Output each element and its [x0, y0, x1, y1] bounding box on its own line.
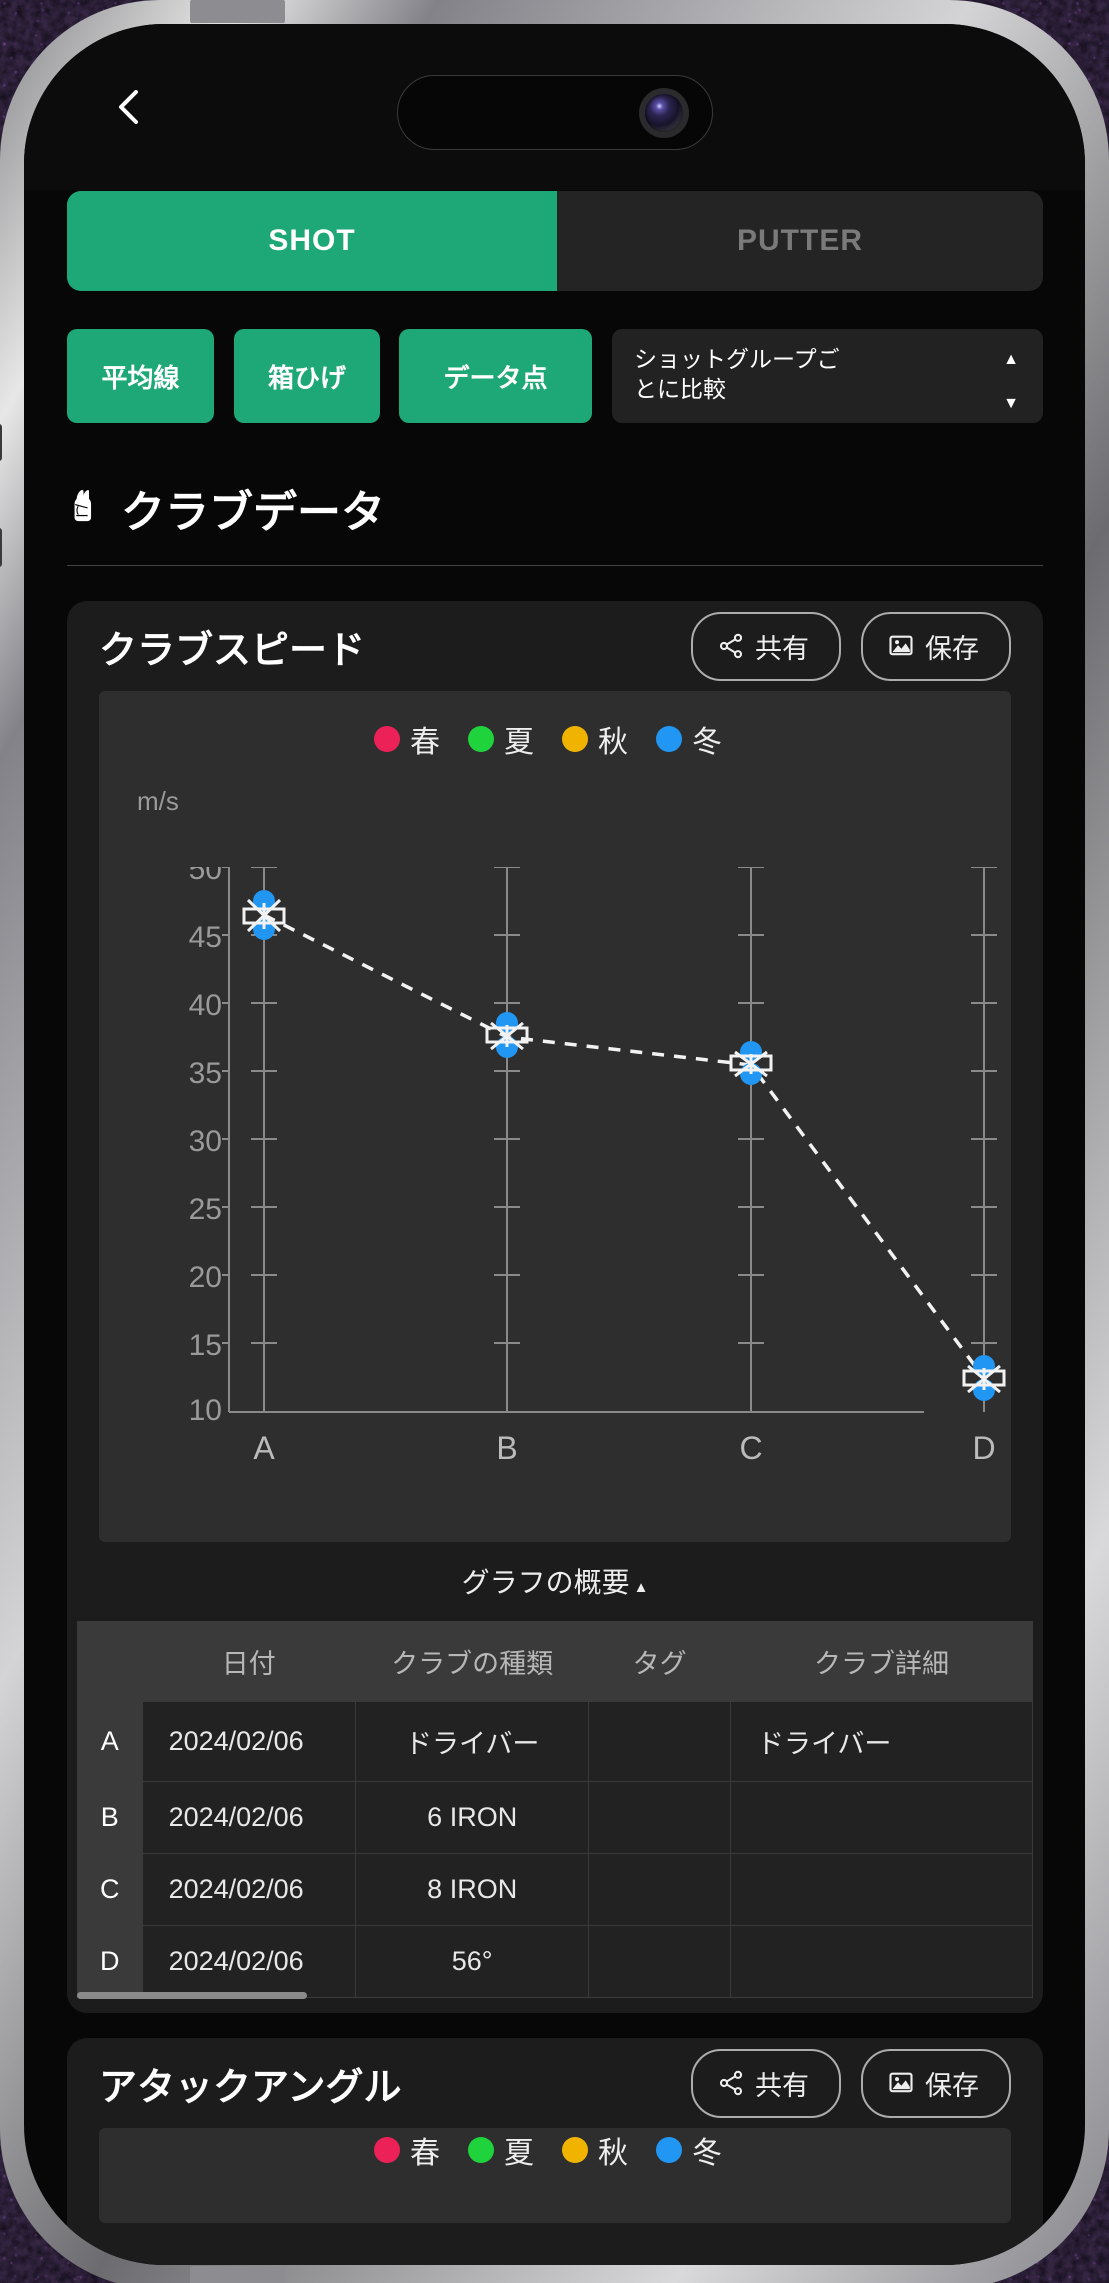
- svg-text:30: 30: [189, 1125, 222, 1158]
- svg-text:B: B: [496, 1430, 517, 1466]
- svg-text:10: 10: [189, 1394, 222, 1427]
- svg-text:A: A: [253, 1430, 275, 1466]
- svg-text:25: 25: [189, 1193, 222, 1226]
- svg-text:50: 50: [189, 867, 222, 886]
- svg-text:40: 40: [189, 989, 222, 1022]
- svg-text:C: C: [739, 1430, 762, 1466]
- svg-text:35: 35: [189, 1057, 222, 1090]
- svg-text:D: D: [972, 1430, 995, 1466]
- svg-text:45: 45: [189, 921, 222, 954]
- svg-text:20: 20: [189, 1261, 222, 1294]
- svg-text:15: 15: [189, 1329, 222, 1362]
